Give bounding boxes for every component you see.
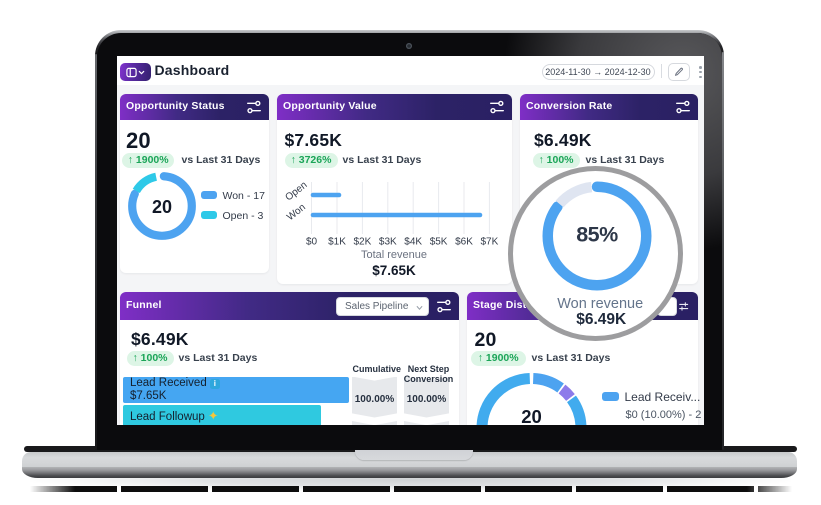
svg-text:20: 20 <box>151 197 171 217</box>
svg-text:$7.65K: $7.65K <box>372 263 416 278</box>
svg-text:$0: $0 <box>305 237 317 248</box>
svg-text:$2K: $2K <box>353 237 371 248</box>
svg-text:Open: Open <box>283 180 309 204</box>
svg-text:$1K: $1K <box>328 237 346 248</box>
svg-text:85%: 85% <box>576 223 618 247</box>
svg-text:$6K: $6K <box>455 237 473 248</box>
svg-text:20: 20 <box>521 406 542 425</box>
svg-text:$5K: $5K <box>429 237 447 248</box>
svg-text:Won: Won <box>285 202 308 223</box>
svg-text:Total revenue: Total revenue <box>360 249 426 261</box>
svg-text:$7K: $7K <box>480 237 498 248</box>
svg-text:$4K: $4K <box>404 237 422 248</box>
svg-text:$3K: $3K <box>378 237 396 248</box>
